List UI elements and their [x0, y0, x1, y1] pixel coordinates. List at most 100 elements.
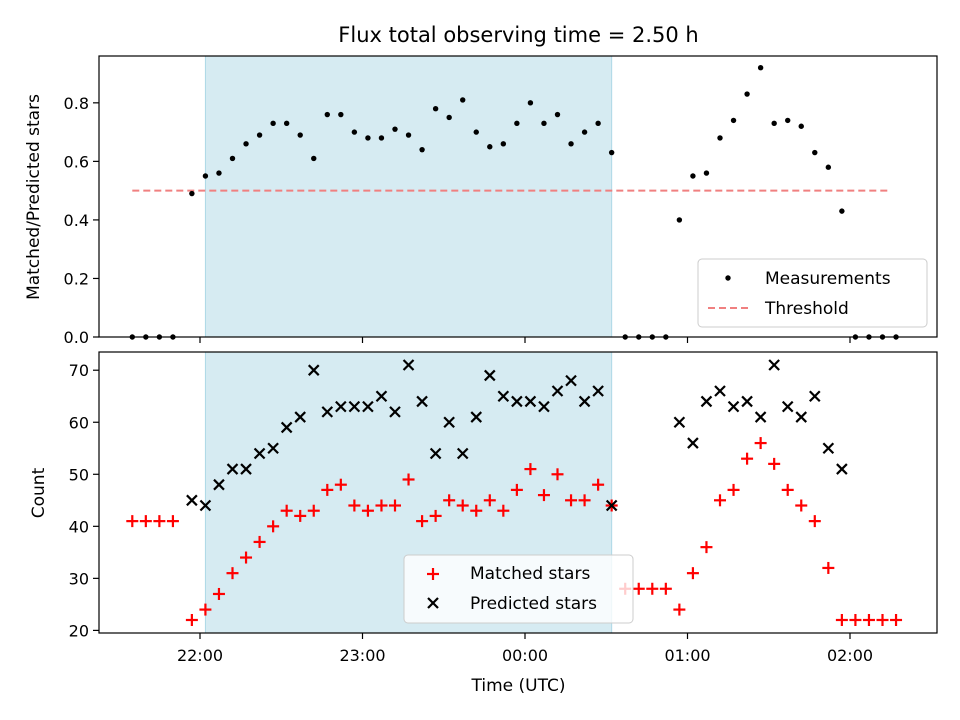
predicted-point [240, 463, 252, 475]
y-tick-label: 70 [69, 361, 89, 380]
matched-point [294, 509, 307, 522]
matched-point [890, 613, 903, 626]
y-tick-label: 0.6 [64, 152, 89, 171]
legend-label-matched: Matched stars [470, 564, 590, 584]
matched-point [795, 499, 808, 512]
matched-point [835, 613, 848, 626]
matched-point [862, 613, 875, 626]
legend-marker-predicted [427, 597, 439, 609]
matched-point [185, 613, 198, 626]
matched-point [646, 582, 659, 595]
matched-point [443, 494, 456, 507]
matched-point [389, 499, 401, 512]
measurement-point [825, 164, 832, 170]
matched-point [632, 582, 645, 595]
measurement-point [297, 132, 303, 138]
ratio-panel: 0.00.20.40.60.8 Matched/Predicted stars … [24, 55, 938, 347]
measurement-point [324, 111, 330, 118]
predicted-point [551, 385, 564, 397]
predicted-point [511, 395, 523, 408]
predicted-point [795, 411, 808, 423]
measurement-point [432, 105, 439, 112]
matched-point [714, 494, 726, 507]
measurement-point [798, 123, 804, 129]
matched-point [267, 520, 280, 533]
matched-point [402, 473, 415, 486]
matched-point [537, 489, 550, 502]
x-axis-label: Time (UTC) [471, 676, 566, 696]
matched-point [876, 613, 889, 626]
predicted-point [592, 385, 604, 397]
matched-point [166, 515, 179, 528]
predicted-point [199, 499, 212, 512]
matched-point [375, 499, 388, 512]
measurement-point [812, 149, 818, 156]
measurement-point [730, 117, 737, 124]
predicted-point [253, 447, 266, 460]
matched-point [592, 478, 605, 491]
matched-point [497, 504, 510, 517]
matched-point [673, 603, 686, 616]
legend-label-predicted: Predicted stars [470, 594, 597, 614]
matched-point [212, 587, 225, 600]
matched-point [361, 504, 374, 517]
measurement-point [500, 141, 507, 147]
measurement-point [744, 91, 750, 97]
ratio-legend: Measurements Threshold [697, 258, 928, 328]
predicted-point [484, 369, 496, 382]
predicted-point [213, 478, 225, 491]
predicted-point [321, 406, 334, 418]
measurement-point [392, 126, 398, 132]
predicted-point [538, 400, 550, 413]
measurement-point [690, 173, 696, 179]
predicted-point [565, 374, 577, 387]
predicted-point [809, 390, 821, 403]
predicted-point [416, 395, 428, 408]
matched-point [483, 494, 496, 507]
predicted-point [727, 400, 740, 413]
predicted-point [456, 447, 469, 460]
matched-point [429, 509, 442, 522]
measurement-point [243, 141, 249, 147]
predicted-point [375, 390, 388, 403]
matched-point [253, 535, 266, 548]
measurement-point [378, 135, 385, 141]
predicted-point [389, 406, 401, 418]
measurement-point [568, 141, 574, 147]
predicted-point [226, 463, 239, 475]
measurement-point [351, 129, 358, 135]
matched-point [781, 483, 794, 496]
measurement-point [202, 173, 209, 179]
matched-point [416, 515, 429, 528]
measurement-point [771, 120, 777, 127]
measurement-point [229, 155, 236, 162]
matched-point [153, 515, 166, 528]
predicted-point [307, 364, 320, 376]
predicted-point [335, 400, 347, 413]
predicted-point [402, 359, 415, 371]
measurement-point [676, 217, 683, 223]
count-plot-frame [98, 351, 938, 634]
x-tick-label: 02:00 [827, 646, 873, 665]
y-tick-label: 40 [69, 517, 89, 536]
ratio-y-axis-label: Matched/Predicted stars [24, 94, 44, 300]
y-tick-label: 0.4 [64, 211, 89, 230]
x-tick-label: 23:00 [339, 646, 385, 665]
matched-point [849, 613, 862, 626]
measurement-point [311, 155, 317, 162]
x-tick-label: 22:00 [177, 646, 223, 665]
count-legend: Matched stars Predicted stars [403, 554, 634, 624]
measurement-point [514, 120, 520, 127]
matched-point [808, 515, 821, 528]
predicted-point [836, 463, 848, 475]
predicted-point [700, 395, 713, 408]
predicted-point [673, 416, 686, 429]
measurement-point [446, 114, 452, 121]
legend-marker-matched [427, 568, 439, 580]
predicted-point [186, 494, 198, 507]
measurement-point [717, 135, 723, 141]
measurement-point [595, 120, 601, 127]
matched-point [307, 504, 320, 517]
matched-point [470, 504, 483, 517]
count-y-axis-label: Count [29, 467, 49, 518]
